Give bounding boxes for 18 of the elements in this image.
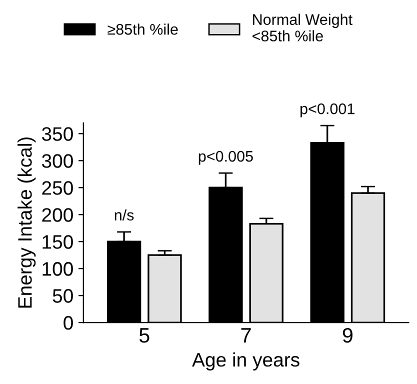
y-tick-label: 200 [42,208,73,222]
x-tick-label: 7 [241,328,251,343]
y-tick-label: 0 [64,316,73,330]
legend-label: ≥85th %ile [108,24,178,35]
y-tick-label: 50 [52,289,73,303]
y-tick-label: 350 [42,127,73,141]
x-tick-label: 5 [139,328,150,343]
text: p<0.001 [300,103,354,118]
x-tick-label: 9 [342,328,352,343]
y-tick-label: 100 [42,262,73,276]
annotation: p<0.005 [198,150,253,165]
y-tick-label: 150 [42,235,73,249]
y-tick-label: 300 [42,154,73,168]
x-axis-title: Age in years [192,352,300,371]
y-tick-label: 250 [42,181,73,195]
y-axis-title: Energy Intake (kcal) [18,137,36,308]
annotation: n/s [114,209,134,221]
legend-label: Normal Weight <85th %ile [252,14,352,42]
